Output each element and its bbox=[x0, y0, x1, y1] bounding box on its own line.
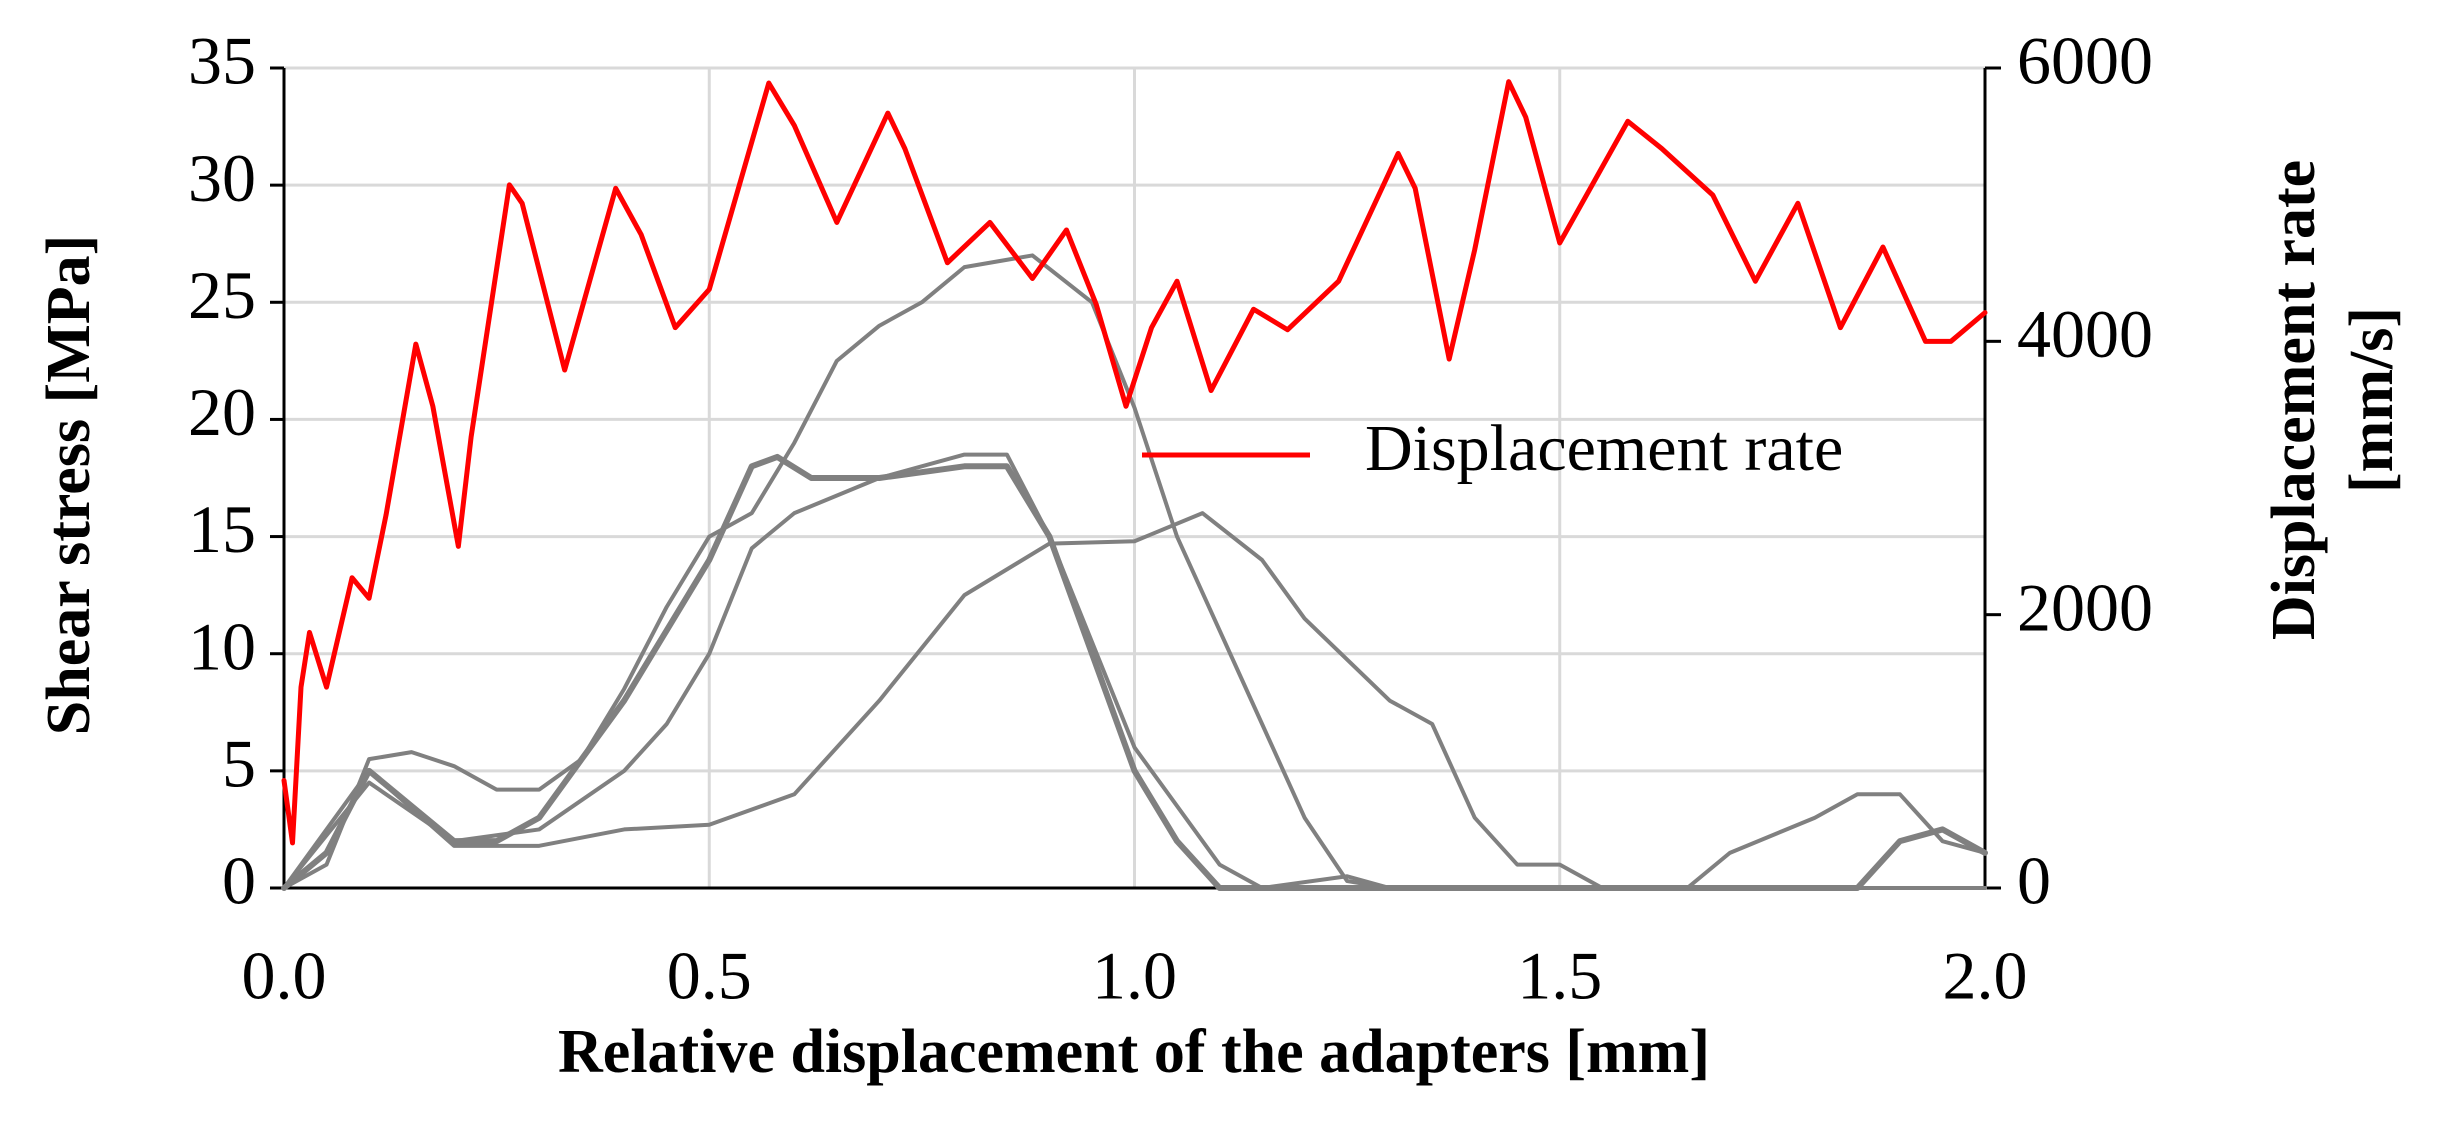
x-tick-label: 0.5 bbox=[667, 938, 752, 1014]
y-tick-label: 5 bbox=[222, 725, 256, 801]
y-tick-label: 35 bbox=[188, 23, 256, 99]
x-tick-label: 1.0 bbox=[1092, 938, 1177, 1014]
data-line bbox=[282, 253, 1987, 890]
data-line bbox=[282, 511, 1987, 890]
x-tick-label: 1.5 bbox=[1517, 938, 1602, 1014]
y-tick-label: 25 bbox=[188, 257, 256, 333]
y2-tick-label: 4000 bbox=[2017, 296, 2153, 372]
y2-tick-label: 6000 bbox=[2017, 23, 2153, 99]
y-tick-label: 20 bbox=[188, 374, 256, 450]
y2-tick-label: 0 bbox=[2017, 843, 2051, 919]
y2-tick-label: 2000 bbox=[2017, 569, 2153, 645]
y-tick-label: 0 bbox=[222, 843, 256, 919]
y-tick-label: 30 bbox=[188, 140, 256, 216]
legend-label: Displacement rate bbox=[1365, 412, 1843, 485]
y-tick-label: 10 bbox=[188, 608, 256, 684]
x-axis-title: Relative displacement of the adapters [m… bbox=[558, 1018, 1710, 1086]
x-tick-label: 0.0 bbox=[242, 938, 327, 1014]
y-tick-label: 15 bbox=[188, 491, 256, 567]
data-line bbox=[282, 452, 1987, 890]
y2-axis-title: Displacement rate bbox=[2260, 160, 2328, 640]
y-axis-title: Shear stress [MPa] bbox=[35, 235, 103, 736]
y2-axis-title: [mm/s] bbox=[2338, 307, 2406, 493]
x-tick-label: 2.0 bbox=[1943, 938, 2028, 1014]
data-line bbox=[281, 79, 1988, 846]
